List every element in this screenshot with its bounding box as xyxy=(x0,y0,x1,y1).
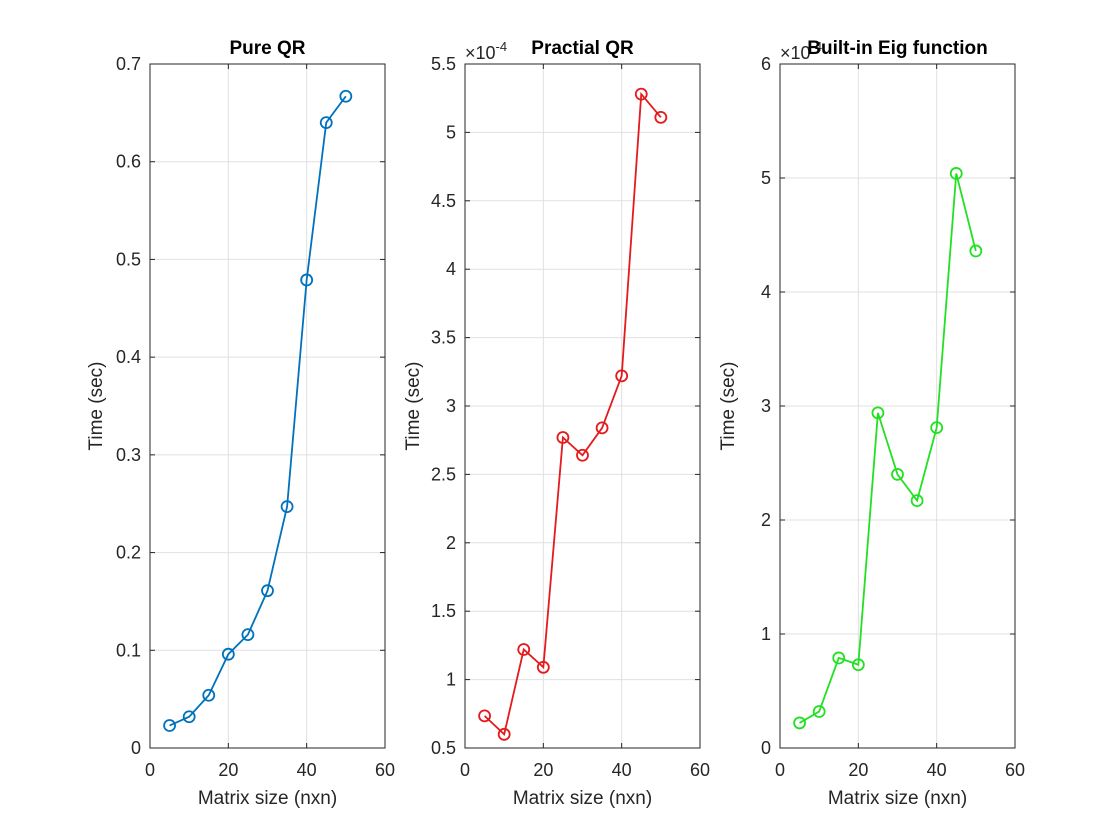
data-point xyxy=(497,727,511,741)
x-tick-label: 40 xyxy=(297,760,317,780)
y-tick-label: 0.7 xyxy=(116,54,141,74)
data-point xyxy=(202,688,216,702)
x-tick-label: 20 xyxy=(533,760,553,780)
data-point xyxy=(300,273,314,287)
y-tick-label: 4 xyxy=(761,282,771,302)
data-point xyxy=(812,705,826,718)
y-tick-label: 3 xyxy=(761,396,771,416)
y-tick-label: 1 xyxy=(761,624,771,644)
series-line xyxy=(483,91,662,737)
data-point xyxy=(949,167,963,180)
x-tick-label: 0 xyxy=(460,760,470,780)
data-point xyxy=(182,710,196,724)
y-tick-label: 1.5 xyxy=(431,601,456,621)
data-point xyxy=(280,500,294,514)
y-tick-label: 5 xyxy=(446,122,456,142)
y-tick-label: 0.3 xyxy=(116,445,141,465)
data-point xyxy=(910,494,924,508)
chart-panel-1: 0 20 40 60 0 0.1 0.2 0.3 0.4 0.5 0.6 0.7 Matrix size… xyxy=(86,38,395,809)
x-tick-label: 20 xyxy=(218,760,238,780)
y-tick-label: 2.5 xyxy=(431,464,456,484)
chart-title: Built-in Eig function xyxy=(807,38,987,59)
y-axis-label: Time (sec) xyxy=(718,361,739,450)
y-axis-label: Time (sec) xyxy=(403,361,424,450)
data-point xyxy=(517,643,531,656)
series-line xyxy=(169,95,347,727)
data-point xyxy=(221,647,235,661)
x-tick-label: 0 xyxy=(775,760,785,780)
data-point xyxy=(654,110,668,124)
x-tick-label: 60 xyxy=(375,760,395,780)
x-tick-label: 60 xyxy=(690,760,710,780)
data-point xyxy=(536,660,550,674)
x-tick-label: 40 xyxy=(612,760,632,780)
chart-title: Pure QR xyxy=(229,38,305,59)
data-point xyxy=(615,369,629,383)
y-tick-label: 0.5 xyxy=(431,738,456,758)
y-tick-label: 6 xyxy=(761,54,771,74)
y-tick-label: 2 xyxy=(761,510,771,530)
x-axis-label: Matrix size (nxn) xyxy=(198,788,337,809)
data-point xyxy=(871,406,885,420)
chart-title: Practial QR xyxy=(531,38,634,59)
chart-panel-2: 0 20 40 60 0.5 1 1.5 2 2.5 3 3.5 4 4.5 5 5.5 ×10-4 Matri… xyxy=(403,38,710,809)
y-tick-label: 3 xyxy=(446,396,456,416)
y-tick-label: 2 xyxy=(446,533,456,553)
data-point xyxy=(930,421,944,435)
y-tick-label: 0.5 xyxy=(116,249,141,269)
data-point xyxy=(891,467,904,481)
y-tick-label: 5 xyxy=(761,168,771,188)
chart-panel-3: 0 20 40 60 0 1 2 3 4 5 6 ×10-4 Matrix size (nxn) Time… xyxy=(718,38,1025,809)
y-tick-label: 0.1 xyxy=(116,640,141,660)
data-point xyxy=(339,89,353,103)
x-tick-label: 40 xyxy=(927,760,947,780)
data-point xyxy=(969,244,983,258)
y-tick-label: 4.5 xyxy=(431,191,456,211)
data-point xyxy=(556,431,570,444)
y-exponent-label: ×10-4 xyxy=(465,39,507,63)
data-point xyxy=(241,628,255,642)
data-point xyxy=(261,584,274,598)
y-tick-label: 3.5 xyxy=(431,328,456,348)
y-tick-label: 0.2 xyxy=(116,543,141,563)
series-line xyxy=(799,173,977,724)
y-exponent-label: ×10-4 xyxy=(780,39,822,63)
y-tick-label: 0.4 xyxy=(116,347,141,367)
data-point xyxy=(832,651,846,665)
data-point xyxy=(576,448,589,462)
y-tick-label: 0.6 xyxy=(116,152,141,172)
y-tick-label: 4 xyxy=(446,259,456,279)
y-axis-label: Time (sec) xyxy=(86,361,107,450)
data-point xyxy=(163,719,176,732)
x-tick-label: 60 xyxy=(1005,760,1025,780)
y-tick-label: 1 xyxy=(446,670,456,690)
data-point xyxy=(634,87,648,101)
y-tick-label: 0 xyxy=(131,738,141,758)
data-point xyxy=(793,716,806,730)
data-point xyxy=(478,709,491,723)
x-axis-label: Matrix size (nxn) xyxy=(828,788,967,809)
x-axis-label: Matrix size (nxn) xyxy=(513,788,652,809)
y-tick-label: 0 xyxy=(761,738,771,758)
plot-frame xyxy=(149,63,386,749)
x-tick-label: 20 xyxy=(848,760,868,780)
data-point xyxy=(851,658,865,672)
x-tick-label: 0 xyxy=(145,760,155,780)
data-point xyxy=(319,116,333,130)
data-point xyxy=(595,421,609,435)
y-tick-label: 5.5 xyxy=(431,54,456,74)
